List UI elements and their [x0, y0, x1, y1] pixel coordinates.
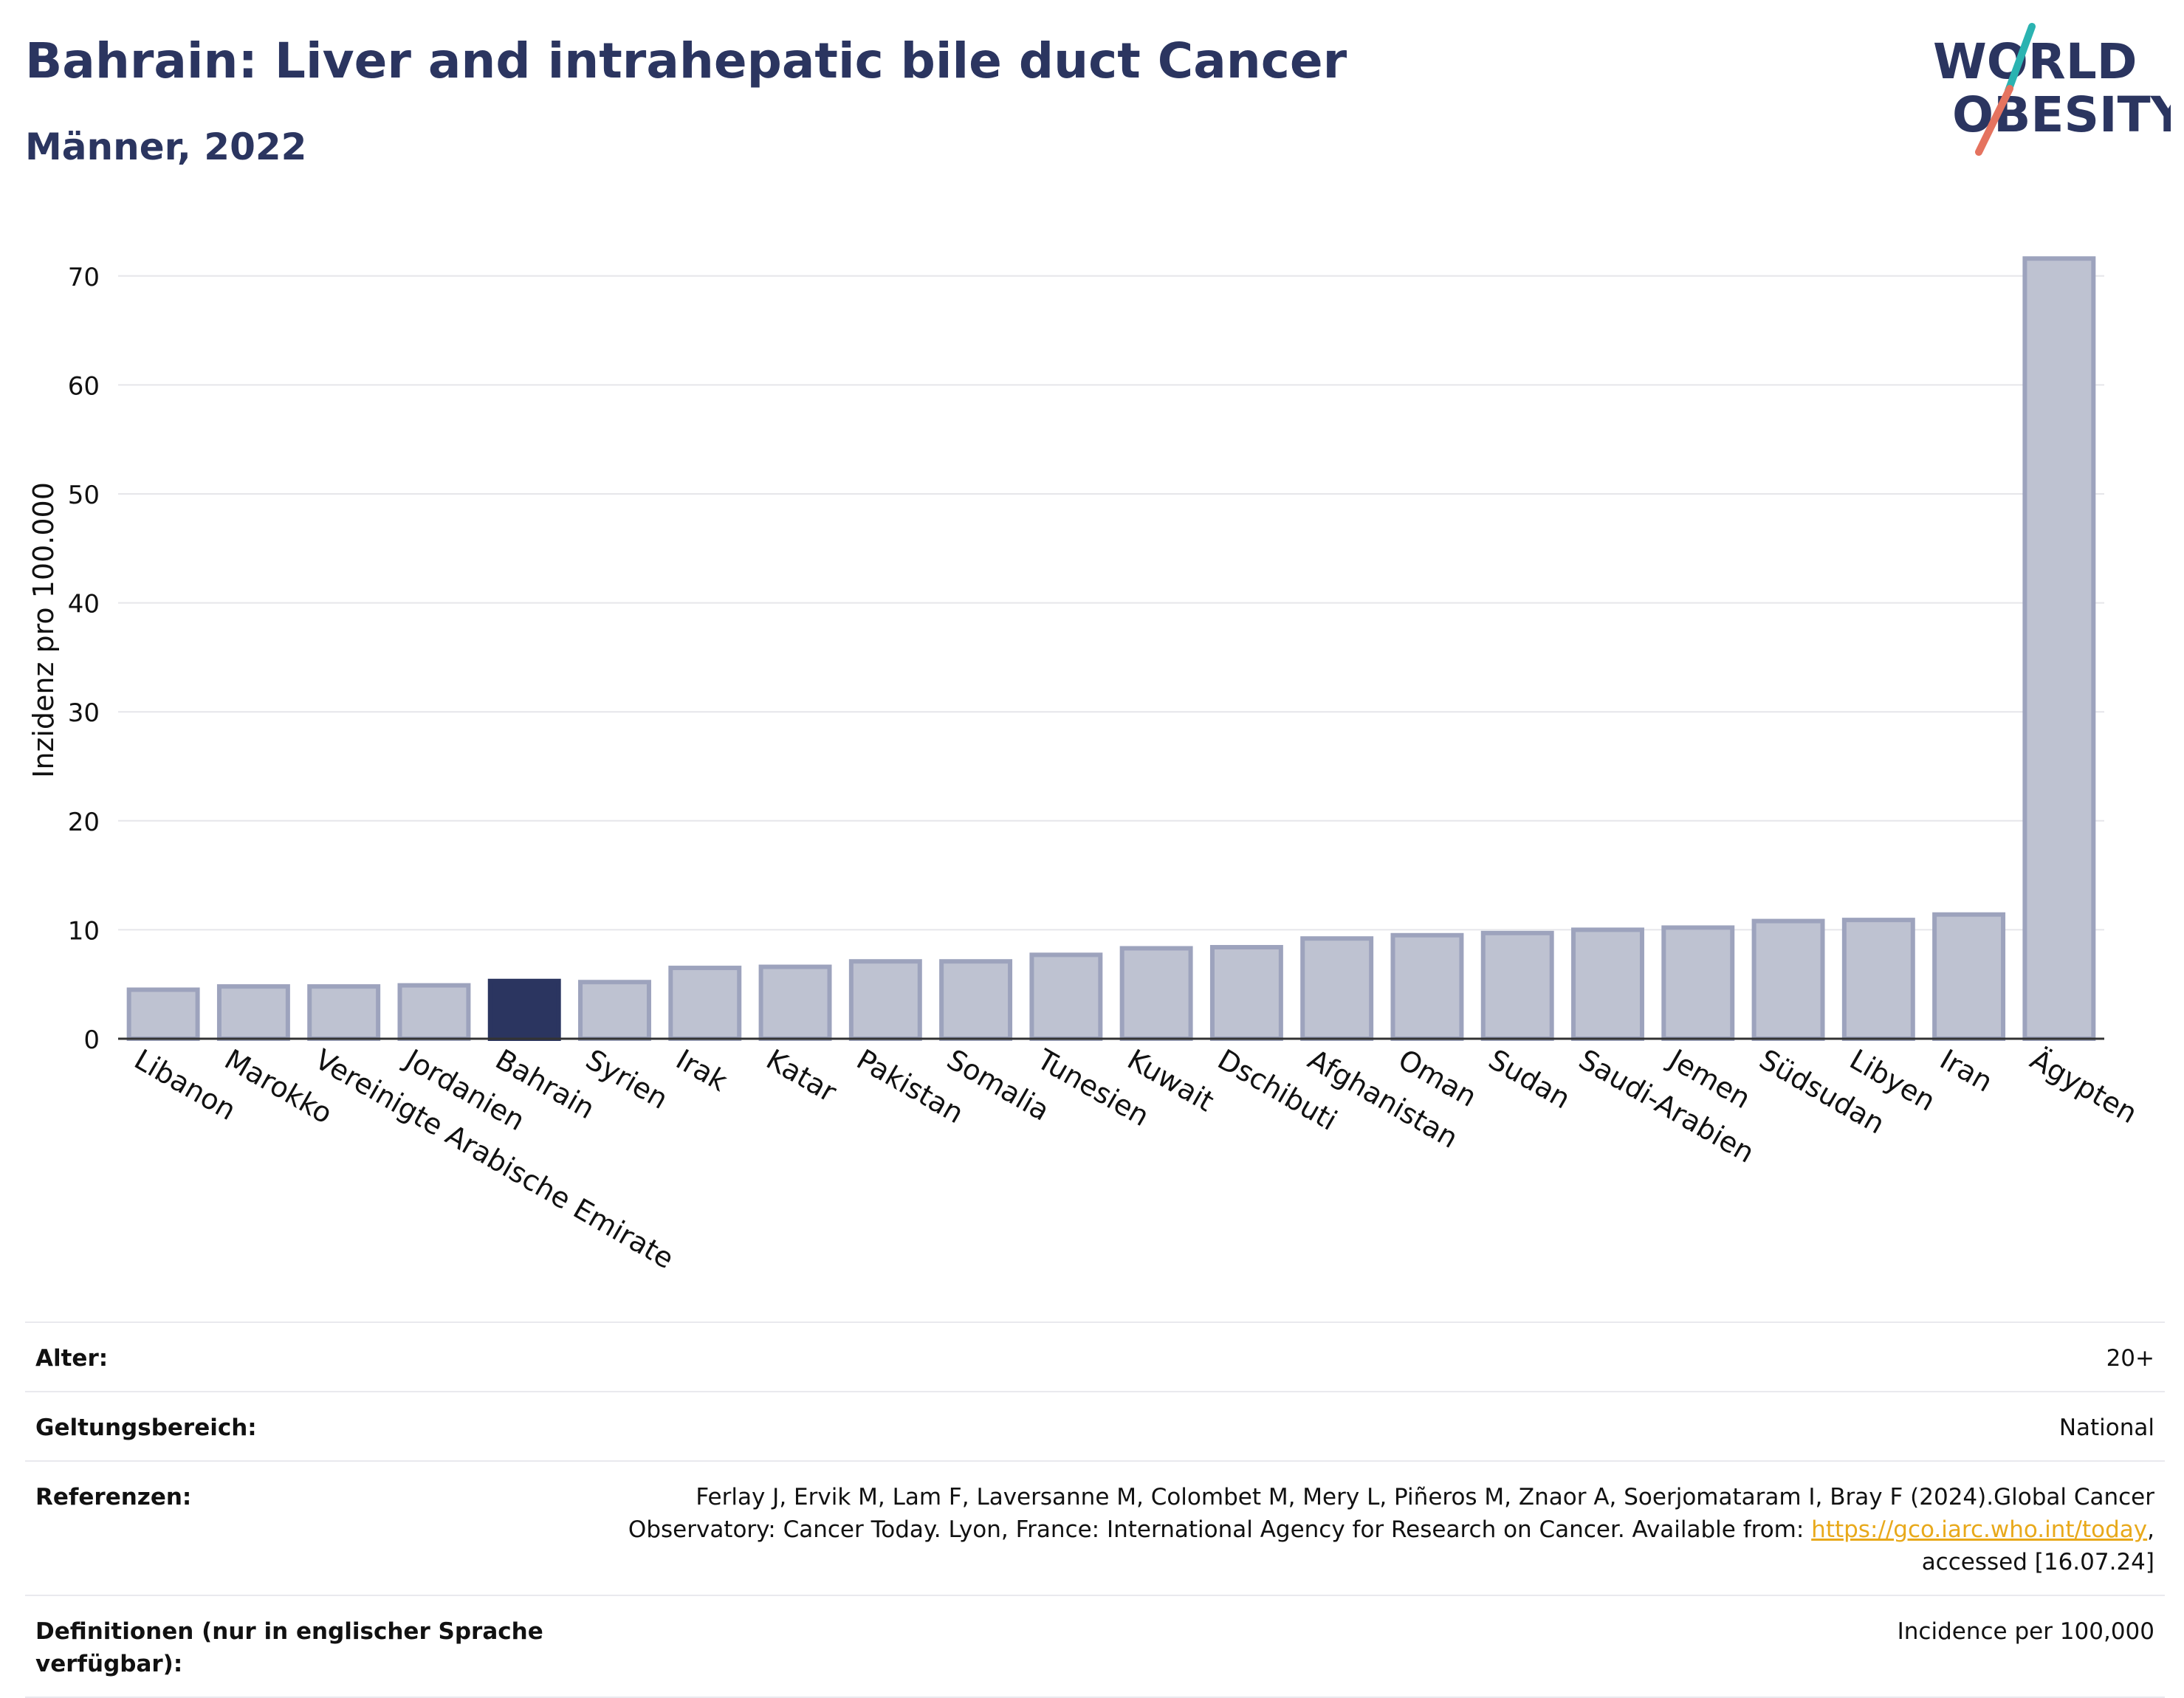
chart-subtitle: Männer, 2022	[25, 126, 307, 168]
bar-tunesien[interactable]	[1029, 952, 1103, 1042]
y-tick-label: 40	[68, 590, 100, 619]
scope-value: National	[2058, 1415, 2154, 1441]
x-tick-label: Iran	[1934, 1043, 1998, 1099]
x-tick-label: Sudan	[1483, 1043, 1576, 1116]
bar-jemen[interactable]	[1661, 925, 1735, 1041]
y-tick-label: 30	[68, 698, 100, 728]
bar-vereinigte-arabische-emirate[interactable]	[307, 984, 381, 1041]
references-suffix: , accessed [16.07.24]	[1921, 1516, 2154, 1575]
bar-kuwait[interactable]	[1119, 946, 1193, 1041]
definitions-value: Incidence per 100,000	[1897, 1618, 2154, 1645]
logo-slash-coral	[1975, 85, 2013, 156]
bar-somalia[interactable]	[939, 959, 1013, 1041]
y-tick-label: 10	[68, 916, 100, 946]
bar-dschibuti[interactable]	[1209, 945, 1283, 1041]
world-obesity-logo: WORLD OBESITY	[1933, 23, 2171, 156]
bar-südsudan[interactable]	[1751, 918, 1825, 1041]
bar-pakistan[interactable]	[848, 959, 922, 1041]
y-tick-label: 70	[68, 263, 100, 292]
references-label: Referenzen:	[35, 1484, 192, 1510]
bar-iran[interactable]	[1932, 912, 2006, 1042]
y-axis-label: Inzidenz pro 100.000	[27, 482, 60, 778]
meta-row-scope: Geltungsbereich: National	[25, 1391, 2165, 1460]
x-tick-label: Irak	[670, 1043, 732, 1098]
bar-saudi-arabien[interactable]	[1571, 927, 1644, 1042]
bar-irak[interactable]	[668, 966, 742, 1042]
x-tick-label: Ägypten	[2025, 1043, 2143, 1130]
definitions-label: Definitionen (nur in englischer Sprache …	[35, 1618, 543, 1677]
meta-row-age: Alter: 20+	[25, 1321, 2165, 1391]
references-text: Ferlay J, Ervik M, Lam F, Laversanne M, …	[628, 1484, 2154, 1543]
metadata-table: Alter: 20+ Geltungsbereich: National Ref…	[25, 1321, 2165, 1698]
logo-line-1: WORLD	[1933, 33, 2137, 90]
bar-chart: 0 10 20 30 40 50 60 70 LibanonMarokkoVereinigte…	[27, 256, 2143, 1276]
chart-title: Bahrain: Liver and intrahepatic bile duc…	[25, 32, 1347, 89]
bar-katar[interactable]	[758, 964, 832, 1041]
grid-lines	[118, 275, 2104, 931]
bar-libanon[interactable]	[126, 987, 200, 1041]
y-axis-ticks: 0 10 20 30 40 50 60 70	[68, 263, 100, 1055]
meta-row-references: Referenzen: Ferlay J, Ervik M, Lam F, La…	[25, 1460, 2165, 1595]
bar-libyen[interactable]	[1841, 918, 1915, 1042]
bar-bahrain[interactable]	[487, 978, 561, 1041]
bar-afghanistan[interactable]	[1300, 936, 1374, 1042]
age-label: Alter:	[35, 1345, 109, 1372]
bar-marokko[interactable]	[216, 984, 290, 1041]
bar-sudan[interactable]	[1480, 930, 1554, 1041]
y-tick-label: 60	[68, 371, 100, 401]
bar-jordanien[interactable]	[397, 983, 471, 1042]
scope-label: Geltungsbereich:	[35, 1415, 257, 1441]
y-tick-label: 20	[68, 808, 100, 837]
bars	[126, 256, 2096, 1042]
references-value: Ferlay J, Ervik M, Lam F, Laversanne M, …	[604, 1481, 2154, 1578]
bar-syrien[interactable]	[578, 980, 651, 1042]
y-tick-label: 0	[83, 1025, 100, 1055]
x-tick-label: Katar	[761, 1043, 842, 1109]
bar-oman[interactable]	[1390, 932, 1464, 1042]
meta-row-definitions: Definitionen (nur in englischer Sprache …	[25, 1595, 2165, 1698]
references-link[interactable]: https://gco.iarc.who.int/today	[1811, 1516, 2148, 1543]
y-tick-label: 50	[68, 481, 100, 510]
logo-slash-teal	[2005, 23, 2036, 94]
bar-ägypten[interactable]	[2022, 256, 2096, 1042]
x-tick-label: Libanon	[129, 1043, 241, 1127]
age-value: 20+	[2106, 1345, 2154, 1372]
